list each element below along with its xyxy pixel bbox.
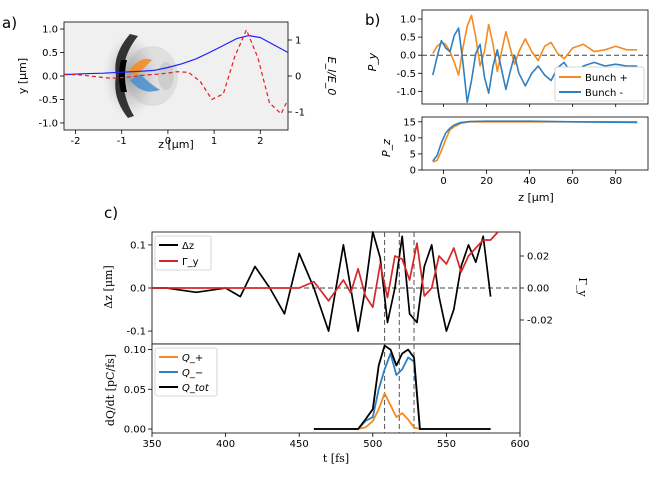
- legend-bunch-plus-label: Bunch +: [585, 73, 628, 84]
- panel-c-top-y2label: Γ_y: [576, 277, 589, 297]
- b_bottom-xtick-label-3: 60: [566, 176, 579, 187]
- c_top-ytick-label-1: 0.0: [130, 284, 146, 295]
- b_top-ytick-label-0: 1.0: [400, 15, 416, 26]
- a-ytick-label-4: 1.0: [42, 25, 58, 36]
- panel-c-bottom-ylabel: dQ/dt [pC/fs]: [104, 354, 117, 426]
- c_bottom-ytick-label-1: 0.05: [124, 385, 146, 396]
- c_bottom-xtick-label-0: 350: [142, 439, 161, 450]
- b_bottom-ytick-label-3: 0: [410, 166, 416, 177]
- b_bottom-series-1: [432, 120, 638, 162]
- a-xtick-label-3: 1: [211, 136, 217, 147]
- a-y2tick-label-2: 1: [295, 36, 301, 47]
- c_top-series-1: [152, 231, 499, 309]
- legend-gamma-label: Γ_y: [182, 257, 199, 268]
- panel-b-bottom-frame: [421, 116, 649, 171]
- b_bottom-ytick-label-2: 5: [410, 149, 416, 160]
- panel-b-top-ylabel: P_y: [366, 52, 379, 71]
- b_top-ytick-label-4: -1.0: [396, 87, 416, 98]
- panel-a-xlabel: z [μm]: [158, 138, 194, 151]
- b_top-ytick-label-2: 0.0: [400, 51, 416, 62]
- a-xtick-label-0: -2: [71, 136, 81, 147]
- b_bottom-ytick-label-1: 10: [403, 133, 416, 144]
- panel-c-top-legend: Δz Γ_y: [154, 235, 212, 271]
- c_bottom-xtick-label-1: 400: [216, 439, 235, 450]
- panel-a-density-map: [64, 22, 288, 130]
- c_bottom-xtick-label-3: 500: [363, 439, 382, 450]
- panel-a-label: a): [2, 14, 17, 32]
- c_top-y2tick-label-2: -0.02: [527, 316, 553, 327]
- a-ytick-label-3: 0.5: [42, 48, 58, 59]
- panel-a: a) -1.0 -0.5 0.0 0.5 1.0 -1 0 1 -2 -1 0 1 2 y [μm] z…: [2, 14, 338, 151]
- panel-c-xlabel: t [fs]: [323, 452, 349, 465]
- c_top-series-0: [152, 231, 492, 332]
- a-xtick-label-1: -1: [117, 136, 127, 147]
- a-ytick-label-0: -1.0: [38, 118, 58, 129]
- b_bottom-ytick-label-0: 15: [403, 117, 416, 128]
- a-series-0: [64, 35, 288, 76]
- panel-c: c) 0.1 0.0 -0.1 0.02 0.00 -0.02 0.10 0.05 0.00 3…: [102, 204, 589, 465]
- c_bottom-xtick-label-5: 600: [510, 439, 529, 450]
- panel-b: b) 1.0 0.5 0.0 -0.5 -1.0 15 10 5 0 0 20 40 60 80 P_y…: [365, 9, 649, 204]
- panel-c-top-ylabel: Δz [μm]: [102, 265, 115, 308]
- panel-b-xlabel: z [μm]: [518, 191, 554, 204]
- blue-bunch-blob: [130, 74, 160, 92]
- c_top-ytick-label-2: -0.1: [126, 327, 146, 338]
- c_top-y2tick-label-0: 0.02: [527, 252, 549, 263]
- legend-bunch-minus-label: Bunch -: [585, 88, 624, 99]
- c_bottom-ytick-label-0: 0.10: [124, 345, 146, 356]
- a-xtick-label-4: 2: [257, 136, 263, 147]
- legend-qtot-label: Q_tot: [182, 383, 210, 394]
- panel-a-ylabel: y [μm]: [16, 58, 29, 94]
- panel-a-y2label: E_l/E_0: [325, 57, 338, 96]
- c_bottom-xtick-label-2: 450: [290, 439, 309, 450]
- b_bottom-xtick-label-0: 0: [440, 176, 446, 187]
- c_bottom-series-2: [313, 344, 491, 430]
- c_bottom-series-0: [313, 392, 491, 430]
- c_top-y2tick-label-1: 0.00: [527, 284, 549, 295]
- panel-b-label: b): [365, 11, 380, 29]
- b_bottom-xtick-label-1: 20: [480, 176, 493, 187]
- b_top-ytick-label-3: -0.5: [396, 69, 416, 80]
- legend-dz-label: Δz: [182, 241, 194, 252]
- a-ytick-label-1: -0.5: [38, 95, 58, 106]
- panel-c-bottom-legend: Q_+ Q_− Q_tot: [154, 347, 218, 397]
- c_bottom-ytick-label-2: 0.00: [124, 425, 146, 436]
- a-y2tick-label-0: -1: [295, 108, 305, 119]
- a-y2tick-label-1: 0: [295, 72, 301, 83]
- b_top-ytick-label-1: 0.5: [400, 33, 416, 44]
- c_top-ytick-label-0: 0.1: [130, 240, 146, 251]
- legend-qminus-label: Q_−: [182, 368, 203, 379]
- a-xtick-label-2: 0: [165, 136, 171, 147]
- c_bottom-xtick-label-4: 550: [437, 439, 456, 450]
- b_bottom-xtick-label-2: 40: [523, 176, 536, 187]
- legend-qplus-label: Q_+: [182, 353, 203, 364]
- panel-b-bottom-ylabel: P_z: [380, 139, 393, 157]
- panel-b-legend: Bunch + Bunch -: [554, 66, 645, 102]
- b_top-series-0: [432, 14, 638, 76]
- a-ytick-label-2: 0.0: [42, 72, 58, 83]
- panel-c-label: c): [104, 204, 118, 222]
- b_bottom-xtick-label-4: 80: [609, 176, 622, 187]
